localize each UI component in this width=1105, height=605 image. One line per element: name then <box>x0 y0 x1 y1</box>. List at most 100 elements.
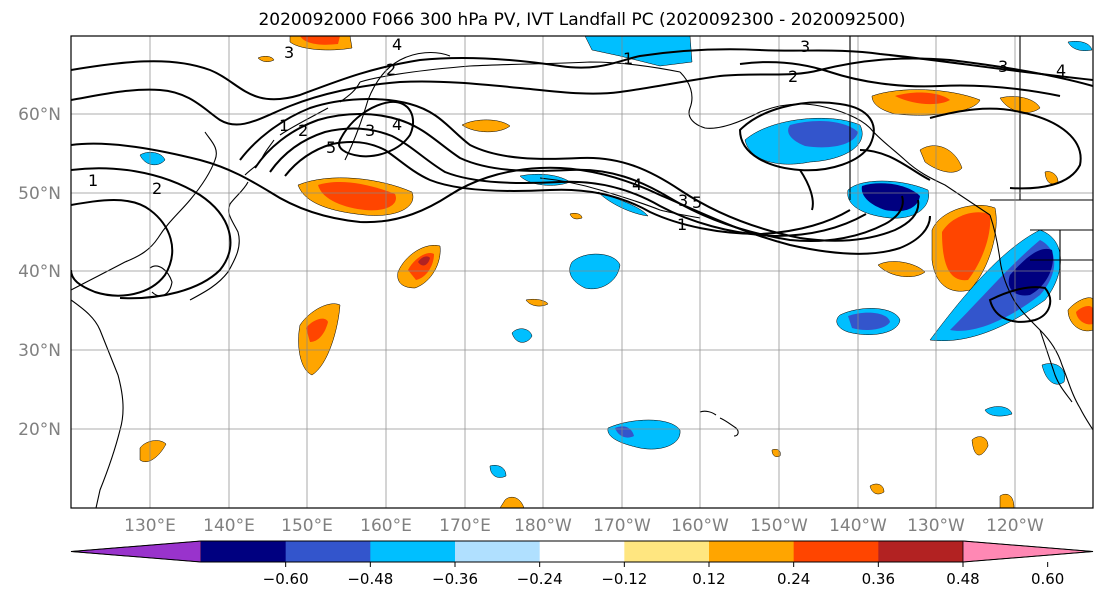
shade-orange-145w <box>877 261 926 277</box>
shade-red-jet <box>318 181 396 211</box>
boundary-us-states <box>1030 229 1093 300</box>
lon-label: 150°W <box>750 516 808 536</box>
shade-blue-small-7 <box>489 465 507 478</box>
contour-jet-1 <box>71 142 931 255</box>
colorbar-swatch <box>793 541 879 562</box>
lon-axis: 130°E 140°E 150°E 160°E 170°E 180°W 170°… <box>124 516 1044 536</box>
colorbar-swatch <box>539 541 625 562</box>
contour-label: 4 <box>1056 61 1066 80</box>
contour-label: 3 <box>365 121 375 140</box>
colorbar-tick-label: 0.24 <box>777 570 810 588</box>
contour-label: 1 <box>677 215 687 234</box>
contour-jet-4 <box>269 127 867 238</box>
shade-orange-small-11 <box>771 449 781 457</box>
coastline-alaska <box>679 71 991 216</box>
map-frame <box>70 35 1094 509</box>
shade-orange-small-3 <box>971 436 989 456</box>
contour-label: 4 <box>632 175 642 194</box>
contour-label: 2 <box>298 121 308 140</box>
contour-2-north <box>71 57 1093 126</box>
contour-kamchatka-loop <box>338 100 415 158</box>
colorbar-outline <box>70 540 1094 563</box>
shade-orange-small-9 <box>999 493 1015 508</box>
contour-label: 1 <box>623 49 633 68</box>
shade-blue-small-2 <box>139 152 166 166</box>
colorbar-extend-min <box>70 540 202 563</box>
shade-orange-small-7 <box>569 212 583 220</box>
contour-label: 2 <box>386 60 396 79</box>
lon-label: 130°W <box>907 516 965 536</box>
contour-outer-north <box>71 48 1093 101</box>
shade-blue-170w <box>569 253 621 290</box>
shade-darkblue-gulf <box>788 120 858 148</box>
lon-label: 140°W <box>829 516 887 536</box>
contour-jet-2 <box>239 98 920 242</box>
colorbar-tick-label: 0.36 <box>862 570 895 588</box>
lat-label: 50°N <box>18 184 61 204</box>
colorbar-swatch <box>370 541 456 562</box>
shade-red-mexico <box>1076 306 1093 325</box>
lat-label: 40°N <box>18 262 61 282</box>
lat-axis: 60°N 50°N 40°N 30°N 20°N <box>18 105 61 440</box>
shade-red-150e <box>306 318 328 342</box>
contour-label: 3 <box>800 37 810 56</box>
shade-orange-small-4 <box>525 298 549 307</box>
lon-label: 130°E <box>124 516 176 536</box>
contour-right-outer <box>929 107 1082 190</box>
contour-label-group: 3 4 2 1 3 2 3 4 1 2 3 4 5 2 1 3 4 5 1 <box>88 35 1066 234</box>
contour-label: 5 <box>326 138 336 157</box>
colorbar-swatch <box>624 541 710 562</box>
shade-blue-small-5 <box>1041 363 1065 385</box>
contour-trough <box>799 149 931 211</box>
lon-label: 170°W <box>593 516 651 536</box>
colorbar: −0.60 −0.48 −0.36 −0.24 −0.12 0.12 0.24 0.36 0.4… <box>70 540 1094 588</box>
gridlines <box>71 36 1093 508</box>
contour-label: 4 <box>392 115 402 134</box>
colorbar-swatch <box>285 541 371 562</box>
shade-blue-top <box>584 36 693 67</box>
contour-label: 4 <box>392 35 402 54</box>
shade-navy-california <box>1008 248 1054 296</box>
contour-gulf-loop <box>738 101 875 172</box>
shade-orange-small-6 <box>499 496 525 508</box>
coastline-asia <box>71 131 217 508</box>
contour-jet-5 <box>284 141 851 236</box>
shade-orange-small-8 <box>869 483 885 495</box>
shade-blue-small-1 <box>511 328 533 343</box>
shade-orange-small-2 <box>139 440 167 462</box>
lat-label: 20°N <box>18 420 61 440</box>
shade-orange-small-1 <box>461 119 511 133</box>
lat-label: 60°N <box>18 105 61 125</box>
colorbar-tick-label: 0.60 <box>1031 570 1064 588</box>
colorbar-tick-label: −0.48 <box>347 570 393 588</box>
shade-red-pnw <box>942 212 991 281</box>
colorbar-tick-label: −0.24 <box>517 570 563 588</box>
lon-label: 160°W <box>671 516 729 536</box>
contours <box>71 48 1093 323</box>
colorbar-swatch <box>878 541 964 562</box>
colorbar-extend-max <box>962 540 1094 563</box>
colorbar-swatch <box>201 541 287 562</box>
lat-label: 30°N <box>18 341 61 361</box>
contour-left-loop <box>71 199 174 297</box>
contour-label: 3 <box>998 57 1008 76</box>
colorbar-tick-label: −0.36 <box>432 570 478 588</box>
lon-label: 170°E <box>439 516 491 536</box>
contour-ne-2 <box>739 61 1061 97</box>
contour-label: 3 <box>284 43 294 62</box>
colorbar-swatch <box>455 541 541 562</box>
colorbar-tick-label: 0.12 <box>692 570 725 588</box>
lon-label: 120°W <box>986 516 1044 536</box>
contour-label: 5 <box>692 193 702 212</box>
shade-darkred-165e <box>418 256 430 266</box>
contour-label: 1 <box>279 116 289 135</box>
contour-label: 2 <box>152 179 162 198</box>
coastline-kamchatka <box>344 51 451 161</box>
contour-label: 1 <box>88 171 98 190</box>
contour-label: 3 <box>678 191 688 210</box>
colorbar-tick-label: −0.60 <box>263 570 309 588</box>
shade-orange-150e <box>298 303 341 376</box>
shade-blue-small-6 <box>984 406 1013 417</box>
